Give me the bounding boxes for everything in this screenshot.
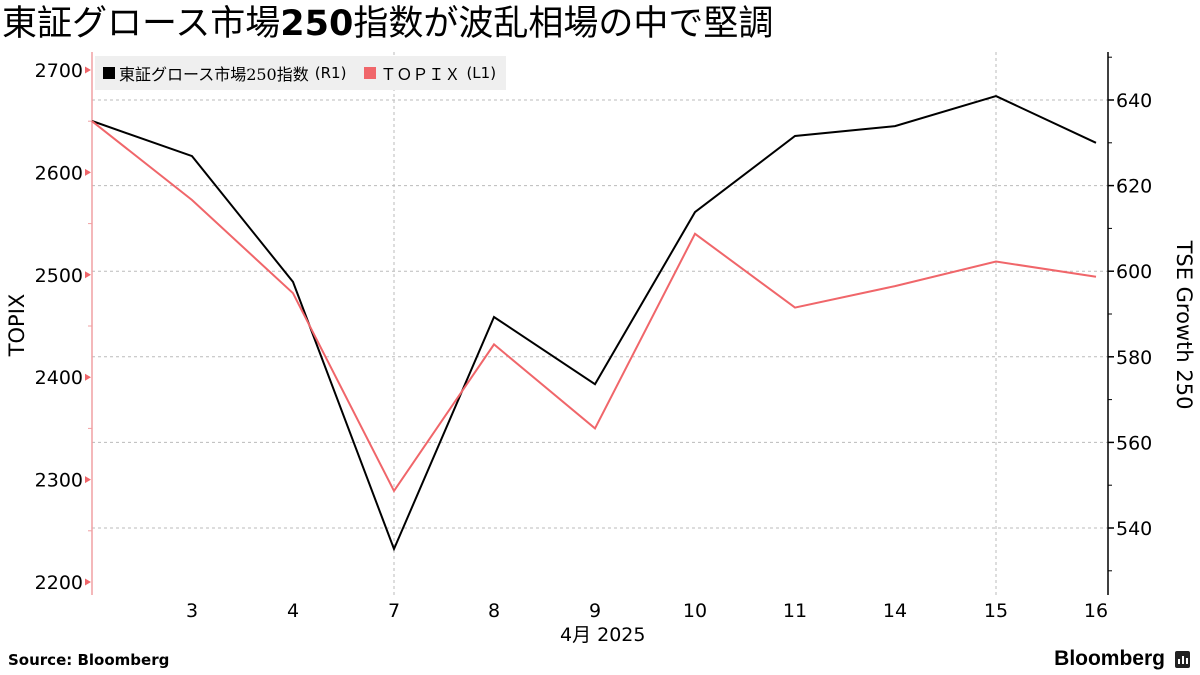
right-axis-tick-label: 540 [1116,518,1152,540]
left-axis-tick-label: 2300 [35,470,83,492]
left-axis-tick-label: 2500 [35,265,83,287]
left-axis-title: TOPIX [5,294,29,358]
legend-label: ＴＯＰＩＸ [380,65,461,84]
legend-swatch-red [364,67,377,79]
title-bold: 250 [280,4,354,44]
left-axis-tick-label: 2200 [35,572,83,594]
source-note: Source: Bloomberg [8,651,170,669]
x-axis-tick-label: 16 [1084,600,1108,622]
legend-label: 東証グロース市場250指数 [119,65,309,84]
right-axis-title: TSE Growth 250 [1172,240,1196,410]
legend: 東証グロース市場250指数 (R1) ＴＯＰＩＸ (L1) [95,56,507,90]
x-axis-tick-label: 8 [488,600,500,622]
bloomberg-logo: Bloomberg [1054,647,1190,671]
left-axis-tick [85,66,91,74]
left-axis-tick-label: 2400 [35,367,83,389]
x-axis-tick-label: 7 [388,600,400,622]
x-axis-tick-label: 3 [186,600,198,622]
title-prefix: 東証グロース市場 [2,4,281,44]
legend-suffix: (L1) [466,64,497,82]
x-axis-tick-label: 11 [783,600,807,622]
chart-title: 東証グロース市場250指数が波乱相場の中で堅調 [2,2,773,46]
x-axis-tick-label: 4 [287,600,299,622]
legend-item-growth250: 東証グロース市場250指数 (R1) [103,61,346,85]
right-axis-tick-label: 600 [1116,261,1152,283]
right-axis-tick-label: 560 [1116,432,1152,454]
left-axis-tick [85,168,91,176]
right-axis-tick-label: 580 [1116,347,1152,369]
left-axis-tick [85,373,91,381]
right-axis-tick-label: 620 [1116,176,1152,198]
x-axis-tick-label: 10 [683,600,707,622]
brand-text: Bloomberg [1054,647,1165,670]
x-axis-month-label: 4月 2025 [560,624,646,646]
left-axis-tick [85,271,91,279]
x-axis-tick-label: 15 [984,600,1008,622]
title-suffix: 指数が波乱相場の中で堅調 [353,4,774,44]
left-axis-tick-label: 2600 [35,162,83,184]
left-axis-tick [85,476,91,484]
legend-swatch-black [103,67,115,79]
left-axis-tick-label: 2700 [35,60,83,82]
x-axis-tick-label: 9 [589,600,601,622]
legend-item-topix: ＴＯＰＩＸ (L1) [364,61,496,85]
growth250-line [91,95,1097,552]
topix-line [91,120,1097,493]
x-axis-tick-label: 14 [883,600,907,622]
left-axis-tick [85,578,91,586]
bloomberg-chart-icon [1175,650,1190,668]
right-axis-tick-label: 640 [1116,90,1152,112]
legend-suffix: (R1) [314,64,347,82]
